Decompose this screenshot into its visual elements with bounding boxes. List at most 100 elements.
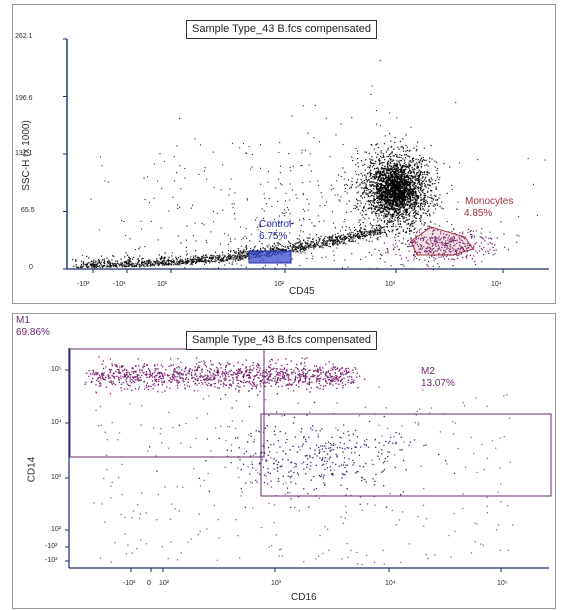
event-dot — [335, 238, 337, 240]
event-dot — [228, 256, 230, 258]
event-dot — [420, 163, 422, 165]
event-dot — [423, 238, 425, 240]
event-dot — [397, 167, 399, 169]
event-dot — [329, 156, 331, 158]
event-dot — [371, 205, 373, 207]
event-dot — [361, 182, 363, 184]
event-dot — [399, 189, 401, 191]
event-dot — [251, 153, 253, 155]
event-dot — [402, 203, 404, 205]
event-dot — [372, 200, 374, 202]
event-dot — [254, 219, 256, 221]
event-dot — [396, 176, 398, 178]
event-dot — [221, 257, 223, 259]
event-dot — [241, 239, 243, 241]
event-dot — [352, 236, 354, 238]
event-dot — [387, 212, 390, 214]
event-dot — [178, 261, 181, 263]
event-dot — [449, 248, 451, 250]
event-dot — [426, 264, 428, 266]
event-dot — [364, 230, 366, 233]
event-dot — [391, 152, 393, 154]
event-dot — [301, 242, 303, 244]
event-dot — [245, 375, 247, 377]
event-dot — [407, 239, 409, 241]
event-dot — [371, 211, 373, 213]
event-dot — [371, 181, 373, 183]
event-dot — [161, 261, 163, 263]
event-dot — [399, 217, 401, 219]
event-dot — [194, 261, 197, 263]
event-dot — [353, 234, 355, 236]
event-dot — [408, 168, 411, 170]
event-dot — [420, 165, 422, 167]
event-dot — [420, 246, 422, 248]
event-dot — [413, 187, 416, 189]
event-dot — [271, 205, 273, 207]
event-dot — [359, 225, 361, 227]
event-dot — [385, 151, 387, 153]
event-dot — [191, 264, 193, 266]
event-dot — [401, 207, 403, 209]
event-dot — [426, 210, 428, 212]
event-dot — [368, 233, 370, 236]
event-dot — [424, 177, 426, 179]
event-dot — [150, 265, 152, 267]
event-dot — [379, 175, 382, 177]
event-dot — [403, 181, 406, 184]
event-dot — [372, 163, 374, 165]
event-dot — [392, 165, 395, 167]
event-dot — [349, 236, 351, 238]
event-dot — [117, 262, 119, 264]
event-dot — [418, 205, 420, 207]
event-dot — [363, 190, 366, 192]
event-dot — [382, 210, 384, 212]
event-dot — [419, 189, 422, 191]
event-dot — [408, 195, 410, 197]
event-dot — [424, 203, 426, 205]
event-dot — [450, 250, 452, 253]
event-dot — [89, 264, 91, 266]
event-dot — [266, 245, 268, 247]
event-dot — [176, 381, 178, 383]
event-dot — [409, 211, 411, 213]
event-dot — [387, 179, 389, 181]
event-dot — [384, 206, 386, 208]
event-dot — [204, 167, 206, 169]
event-dot — [393, 155, 395, 157]
event-dot — [97, 265, 99, 267]
event-dot — [325, 256, 327, 258]
event-dot — [402, 165, 404, 167]
event-dot — [414, 174, 416, 176]
event-dot — [429, 248, 431, 250]
event-dot — [408, 191, 410, 193]
event-dot — [333, 240, 335, 242]
event-dot — [383, 172, 385, 174]
event-dot — [402, 171, 404, 173]
event-dot — [403, 200, 405, 202]
event-dot — [225, 378, 227, 380]
event-dot — [440, 233, 442, 235]
event-dot — [355, 186, 357, 188]
event-dot — [457, 255, 459, 257]
event-dot — [398, 198, 401, 201]
event-dot — [439, 239, 441, 241]
event-dot — [135, 263, 137, 265]
event-dot — [346, 237, 348, 239]
event-dot — [386, 177, 388, 179]
event-dot — [401, 205, 403, 207]
event-dot — [312, 246, 314, 248]
event-dot — [402, 264, 404, 266]
event-dot — [138, 261, 140, 263]
event-dot — [201, 222, 203, 224]
event-dot — [387, 208, 389, 210]
event-dot — [391, 213, 394, 215]
event-dot — [410, 237, 412, 239]
event-dot — [379, 193, 381, 195]
event-dot — [411, 191, 413, 193]
event-dot — [368, 179, 370, 181]
event-dot — [470, 230, 472, 232]
event-dot — [189, 260, 191, 262]
event-dot — [376, 238, 378, 240]
event-dot — [268, 197, 270, 199]
